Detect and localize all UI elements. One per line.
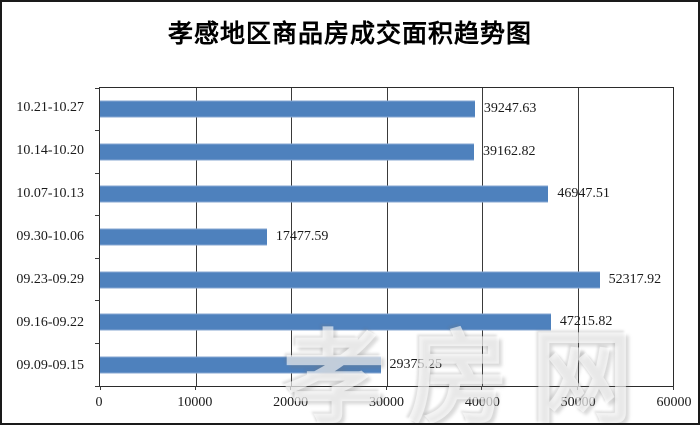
- x-axis-tick-label: 30000: [369, 395, 404, 410]
- x-axis-tick-mark: [481, 386, 483, 390]
- bar-row: 39247.63: [100, 88, 673, 131]
- value-axis-labels: 0 10000 20000 30000 40000 50000 60000: [95, 395, 692, 415]
- y-axis-tick-mark: [95, 257, 100, 259]
- x-axis-tick-label: 50000: [560, 395, 596, 410]
- x-axis-tick-label: 20000: [273, 395, 309, 410]
- bar-row: 46947.51: [100, 173, 673, 216]
- category-label: 09.30-10.06: [16, 228, 84, 244]
- bar: [100, 228, 267, 246]
- y-axis-tick-mark: [95, 215, 100, 217]
- category-label: 09.23-09.29: [16, 271, 84, 287]
- bar-value-label: 46947.51: [557, 186, 610, 202]
- x-axis-tick-mark: [577, 386, 578, 390]
- bar-value-label: 39162.82: [483, 143, 536, 159]
- category-label: 09.09-09.15: [16, 357, 84, 373]
- bar-value-label: 17477.59: [275, 228, 329, 244]
- y-axis-tick-mark: [95, 300, 100, 302]
- category-label: 10.14-10.20: [16, 143, 84, 159]
- bar-row: 17477.59: [100, 216, 673, 259]
- bar: [100, 356, 381, 374]
- gridline: [482, 88, 483, 386]
- bar-value-label: 47215.82: [559, 314, 613, 330]
- y-axis-tick-mark: [95, 385, 100, 387]
- bar-row: 39162.82: [100, 131, 673, 174]
- bar: [100, 185, 549, 203]
- category-label: 10.07-10.13: [16, 186, 84, 202]
- x-axis-tick-label: 60000: [656, 395, 692, 410]
- bar: [100, 271, 600, 289]
- y-axis-tick-mark: [95, 87, 100, 89]
- bar: [100, 313, 551, 331]
- y-axis-tick-mark: [95, 130, 100, 132]
- bar-value-label: 29375.25: [389, 356, 443, 372]
- category-label: 09.16-09.22: [16, 314, 84, 330]
- category-label: 10.21-10.27: [16, 100, 84, 116]
- gridline: [386, 88, 388, 386]
- bar-row: 29375.25: [100, 343, 673, 386]
- y-axis-tick-mark: [95, 342, 100, 344]
- bar: [100, 100, 475, 118]
- y-axis-tick-mark: [95, 172, 100, 174]
- x-axis-tick-label: 0: [95, 395, 103, 410]
- x-axis-tick-mark: [672, 386, 674, 390]
- gridline: [577, 88, 579, 386]
- bar-row: 52317.92: [100, 258, 673, 301]
- bar: [100, 143, 474, 161]
- x-axis-tick-label: 10000: [177, 395, 213, 410]
- category-axis-labels: 10.21-10.27 10.14-10.20 10.07-10.13 09.30-1…: [2, 87, 91, 387]
- plot-area: 孝房网 39247.63 39162.82 46947.51 17477.59 5231…: [95, 87, 674, 423]
- chart-title: 孝感地区商品房成交面积趋势图: [167, 21, 532, 48]
- x-axis-tick-label: 40000: [464, 395, 500, 410]
- x-axis-tick-mark: [194, 386, 196, 390]
- x-axis-tick-mark: [99, 386, 101, 390]
- gridline: [291, 88, 292, 386]
- bar-row: 47215.82: [100, 301, 673, 344]
- x-axis-tick-mark: [290, 386, 292, 390]
- bar-value-label: 39247.63: [483, 101, 537, 117]
- x-axis-tick-mark: [386, 386, 387, 390]
- bar-value-label: 52317.92: [608, 271, 662, 287]
